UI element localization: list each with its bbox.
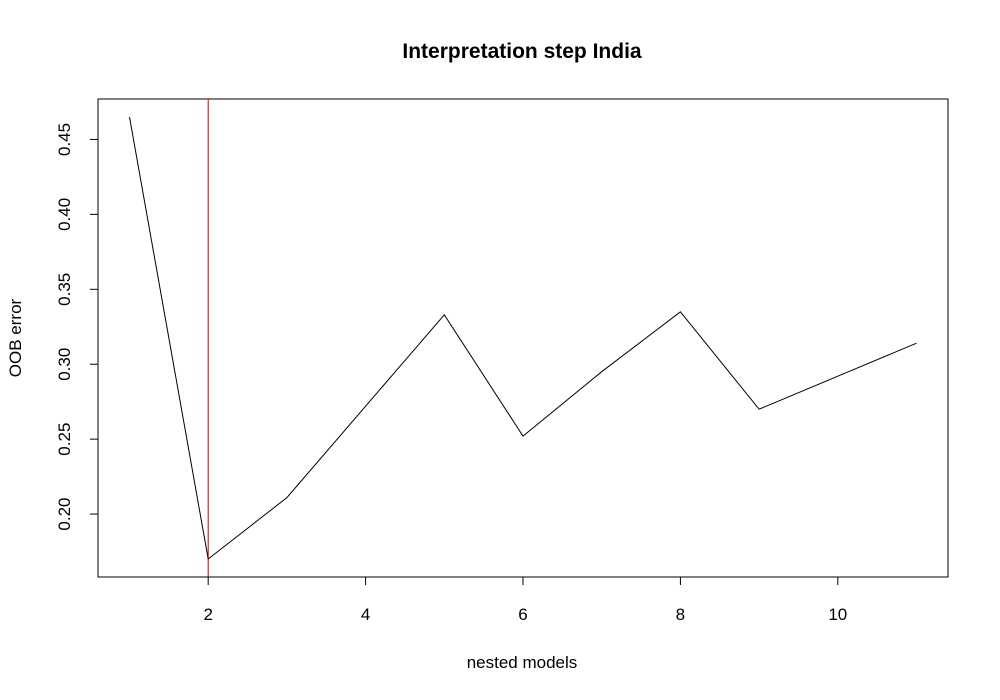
y-tick-label: 0.25 [55, 423, 74, 456]
x-tick-label: 2 [203, 605, 212, 624]
plot-frame [97, 98, 949, 578]
y-tick-label: 0.30 [55, 348, 74, 381]
x-tick-label: 8 [676, 605, 685, 624]
y-axis: 0.20 0.25 0.30 0.35 0.40 0.45 [55, 123, 99, 531]
y-tick-label: 0.40 [55, 198, 74, 231]
x-axis-label: nested models [467, 653, 578, 672]
y-tick-label: 0.20 [55, 498, 74, 531]
x-tick-label: 4 [361, 605, 370, 624]
series-layer [129, 116, 917, 560]
x-axis: 2 4 6 8 10 [203, 576, 847, 624]
x-tick-label: 6 [518, 605, 527, 624]
chart-title: Interpretation step India [402, 40, 642, 63]
y-tick-label: 0.45 [55, 123, 74, 156]
x-tick-label: 10 [828, 605, 847, 624]
y-axis-label: OOB error [6, 298, 25, 377]
y-tick-label: 0.35 [55, 273, 74, 306]
series-line [129, 116, 917, 560]
